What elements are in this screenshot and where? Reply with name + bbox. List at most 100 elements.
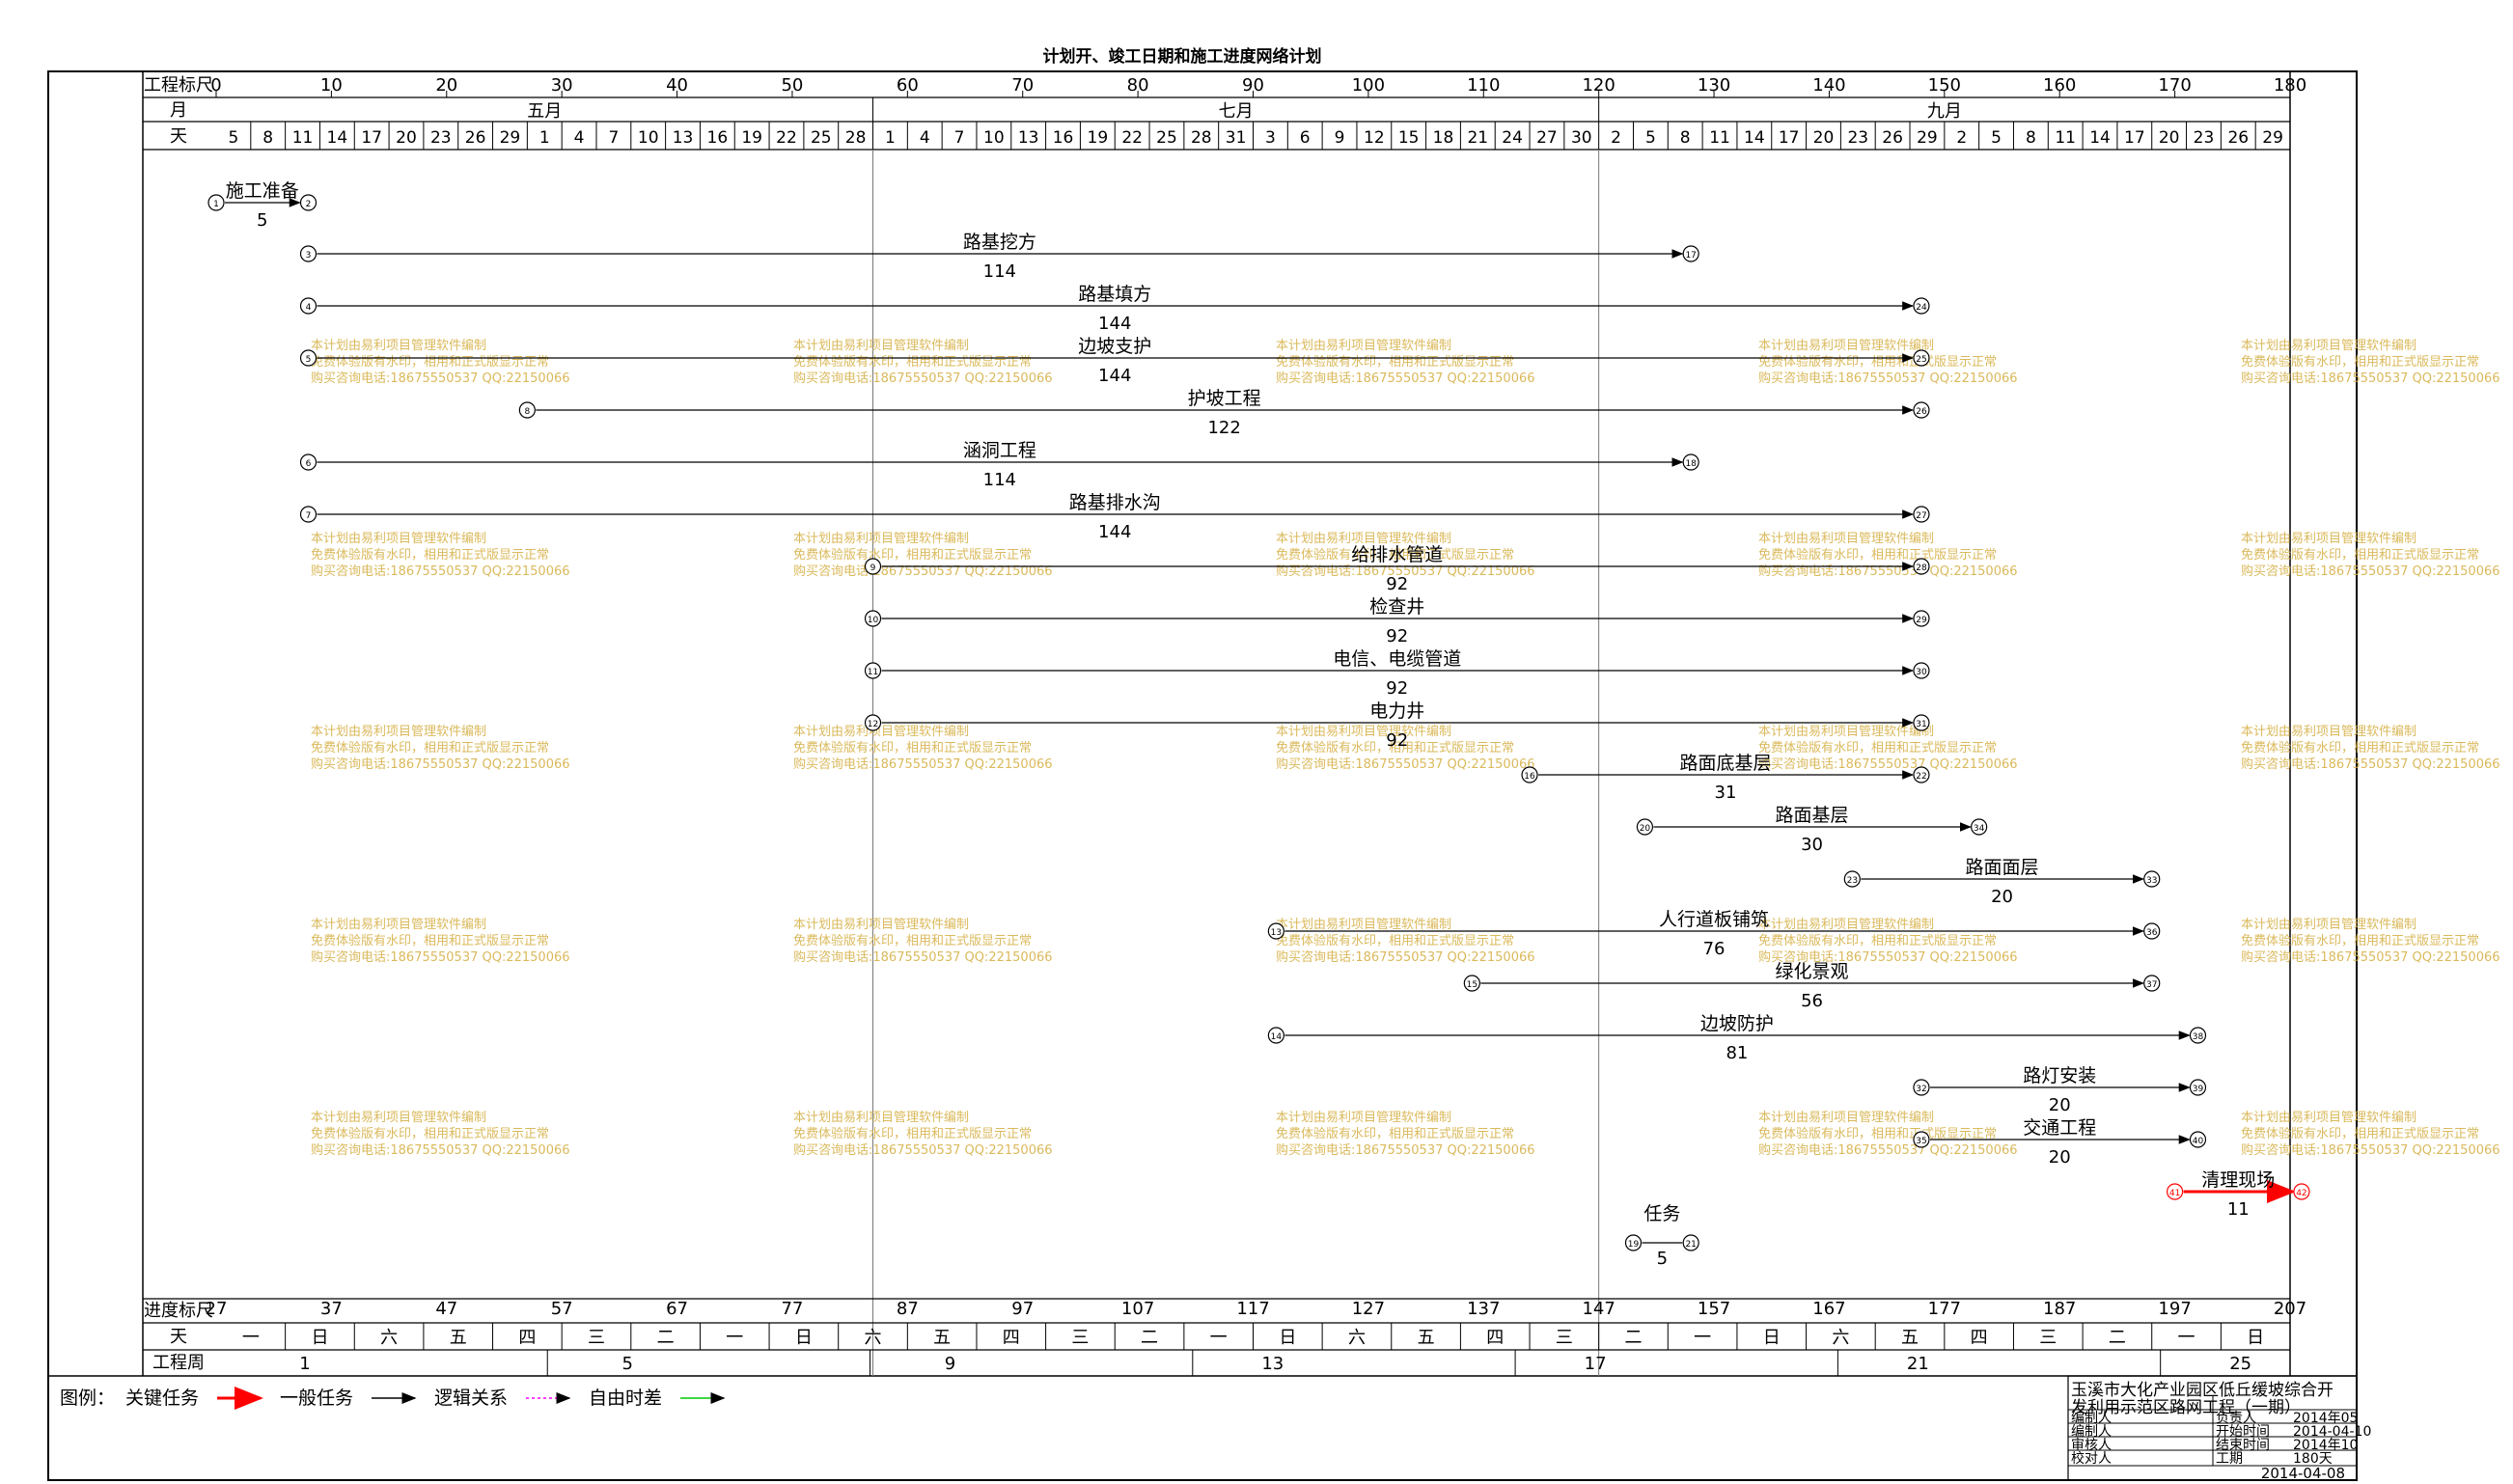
event-node-label: 42 <box>2296 1189 2306 1198</box>
watermark-text: 免费体验版有水印，相用和正式版显示正常 <box>1276 933 1514 948</box>
weekday-label: 日 <box>795 1328 813 1348</box>
event-node <box>2143 870 2161 888</box>
task-arrow: 32 39 路灯安装 20 <box>1913 1065 2207 1115</box>
event-node-label: 4 <box>306 303 312 313</box>
task-duration: 20 <box>2049 1147 2071 1168</box>
progress-tick: 157 <box>1698 1299 1730 1319</box>
event-node-label: 21 <box>1685 1240 1696 1250</box>
event-node-label: 35 <box>1916 1137 1926 1146</box>
watermark-text: 本计划由易利项目管理软件编制 <box>1276 339 1451 353</box>
weekday-label: 五 <box>933 1328 951 1348</box>
day-label: 26 <box>1882 128 1903 148</box>
watermark-text: 免费体验版有水印，相用和正式版显示正常 <box>2241 933 2479 948</box>
scale-tick: 150 <box>1928 75 1961 96</box>
event-node-label: 37 <box>2146 980 2157 990</box>
watermark-text: 免费体验版有水印，相用和正式版显示正常 <box>1758 740 1997 756</box>
day-label: 28 <box>1191 128 1212 148</box>
weekday-label: 一 <box>1210 1328 1228 1348</box>
day-label: 8 <box>2026 128 2036 148</box>
day-label: 25 <box>1156 128 1177 148</box>
week-label: 5 <box>622 1354 633 1374</box>
scale-tick: 160 <box>2043 75 2076 96</box>
day-label: 4 <box>920 128 930 148</box>
day-label: 3 <box>1265 128 1276 148</box>
watermark-text: 购买咨询电话:18675550537 QQ:22150066 <box>1758 563 2018 579</box>
event-node-label: 5 <box>306 355 312 365</box>
weekday-label: 二 <box>1624 1328 1642 1348</box>
day-label: 9 <box>1335 128 1345 148</box>
day-label: 25 <box>811 128 832 148</box>
task-arrow: 8 26 护坡工程 122 <box>518 388 1930 438</box>
watermark-text: 免费体验版有水印，相用和正式版显示正常 <box>311 1126 549 1141</box>
progress-tick: 187 <box>2043 1299 2076 1319</box>
task-arrow: 35 40 交通工程 20 <box>1913 1117 2207 1168</box>
event-node <box>1682 245 1699 262</box>
watermark-text: 购买咨询电话:18675550537 QQ:22150066 <box>311 371 570 386</box>
week-label: 9 <box>945 1354 955 1374</box>
scale-tick: 40 <box>666 75 688 96</box>
day-label: 19 <box>741 128 762 148</box>
event-node <box>1682 453 1699 471</box>
day-label: 29 <box>1917 128 1938 148</box>
weekday-label: 日 <box>1763 1328 1781 1348</box>
task-name: 路基排水沟 <box>1069 492 1161 513</box>
day-label: 16 <box>1053 128 1074 148</box>
watermark-text: 本计划由易利项目管理软件编制 <box>2241 339 2416 353</box>
project-name-line2: 发利用示范区路网工程（一期） <box>2071 1398 2301 1417</box>
event-node <box>299 506 318 523</box>
progress-tick: 167 <box>1812 1299 1845 1319</box>
event-node <box>1624 1234 1643 1251</box>
weekday-label: 四 <box>1486 1328 1504 1348</box>
weekday-label: 一 <box>726 1328 743 1348</box>
task-arrow: 19 21 任务 5 <box>1624 1203 1699 1269</box>
watermark-text: 本计划由易利项目管理软件编制 <box>311 1111 486 1125</box>
task-arrow: 23 33 路面面层 20 <box>1843 857 2161 907</box>
scale-tick: 170 <box>2158 75 2191 96</box>
week-label: 21 <box>1907 1354 1929 1374</box>
task-name: 任务 <box>1643 1203 1680 1224</box>
task-arrow: 15 37 绿化景观 56 <box>1463 961 2161 1011</box>
scale-tick: 180 <box>2274 75 2306 96</box>
scale-tick: 70 <box>1011 75 1034 96</box>
watermark-text: 本计划由易利项目管理软件编制 <box>1758 725 1934 739</box>
day-label: 12 <box>1364 128 1385 148</box>
task-name: 路面底基层 <box>1679 753 1771 774</box>
legend-label: 图例： <box>60 1388 115 1409</box>
week-label: 13 <box>1261 1354 1284 1374</box>
watermark-text: 本计划由易利项目管理软件编制 <box>1276 918 1451 932</box>
task-arrow: 6 18 涵洞工程 114 <box>299 440 1699 490</box>
watermark-text: 购买咨询电话:18675550537 QQ:22150066 <box>2241 756 2500 772</box>
task-duration: 92 <box>1386 678 1408 699</box>
month-label: 七月 <box>1219 101 1254 122</box>
weekday-label: 四 <box>1003 1328 1020 1348</box>
weekday-label: 六 <box>1348 1328 1366 1348</box>
task-arrow: 13 36 人行道板铺筑 76 <box>1267 909 2161 959</box>
weekday-label: 二 <box>2109 1328 2126 1348</box>
event-node <box>207 194 225 211</box>
scale-tick: 120 <box>1582 75 1615 96</box>
event-node-label: 30 <box>1916 668 1927 677</box>
task-arrow: 4 24 路基填方 144 <box>299 284 1930 334</box>
event-node <box>1913 558 1930 575</box>
weekday-label: 一 <box>242 1328 260 1348</box>
watermark-text: 购买咨询电话:18675550537 QQ:22150066 <box>793 563 1053 579</box>
watermark-text: 免费体验版有水印，相用和正式版显示正常 <box>1276 1126 1514 1141</box>
day-label: 5 <box>1645 128 1656 148</box>
weekday-label: 四 <box>518 1328 536 1348</box>
titleblock-key: 负责人 <box>2216 1411 2256 1426</box>
event-node-label: 20 <box>1640 824 1651 834</box>
progress-tick: 67 <box>666 1299 688 1319</box>
watermark-text: 购买咨询电话:18675550537 QQ:22150066 <box>793 1142 1053 1158</box>
task-arrow: 9 28 给排水管道 92 <box>864 544 1930 594</box>
watermark-text: 购买咨询电话:18675550537 QQ:22150066 <box>1276 1142 1535 1158</box>
day-label: 16 <box>707 128 729 148</box>
day-label: 1 <box>539 128 550 148</box>
event-node-label: 13 <box>1271 928 1282 938</box>
titleblock-key: 工期 <box>2216 1451 2243 1467</box>
event-node <box>864 714 882 731</box>
watermark-text: 免费体验版有水印，相用和正式版显示正常 <box>2241 740 2479 756</box>
task-arrow: 41 42 清理现场 11 <box>2167 1169 2310 1220</box>
event-node-label: 2 <box>306 200 312 209</box>
watermark-text: 购买咨询电话:18675550537 QQ:22150066 <box>1276 563 1535 579</box>
